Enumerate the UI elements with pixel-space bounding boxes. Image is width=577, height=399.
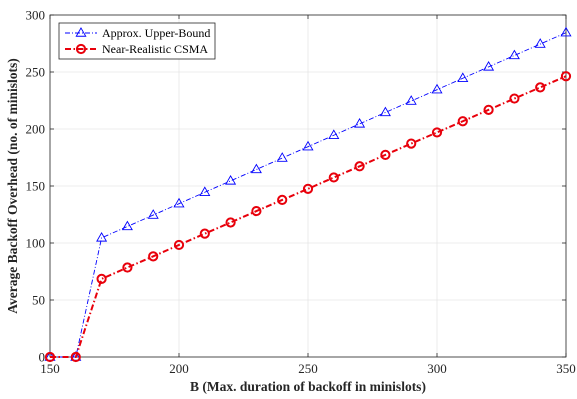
x-tick-label: 250 xyxy=(298,361,318,376)
data-point xyxy=(328,129,340,139)
data-point xyxy=(147,209,159,219)
y-tick-label: 250 xyxy=(26,65,46,80)
y-tick-label: 200 xyxy=(26,122,46,137)
data-point xyxy=(302,140,314,151)
data-point xyxy=(199,228,210,239)
data-point xyxy=(70,351,81,363)
data-point xyxy=(122,262,133,273)
data-point xyxy=(431,83,443,94)
legend-box xyxy=(58,22,216,60)
legend: Approx. Upper-Bound Near-Realistic CSMA xyxy=(58,22,216,60)
y-tick-label: 50 xyxy=(32,293,45,308)
data-point xyxy=(121,220,133,231)
series-layer xyxy=(44,26,572,363)
data-point xyxy=(44,351,56,363)
data-point xyxy=(457,116,468,127)
legend-label: Approx. Upper-Bound xyxy=(102,26,210,40)
data-point xyxy=(199,186,211,196)
legend-label: Near-Realistic CSMA xyxy=(102,42,208,56)
data-point xyxy=(535,82,546,93)
data-point xyxy=(560,26,572,37)
data-point xyxy=(560,71,572,82)
data-point xyxy=(328,172,339,183)
data-point xyxy=(457,72,469,82)
data-point xyxy=(225,174,237,185)
data-point xyxy=(534,38,546,48)
data-point xyxy=(354,161,365,172)
legend-marker xyxy=(75,27,87,37)
data-point xyxy=(225,217,236,228)
series-line xyxy=(50,32,567,358)
x-axis-label: B (Max. duration of backoff in minislots… xyxy=(190,379,426,394)
data-point xyxy=(354,117,366,128)
axis-ticks: 150 200 250 300 350 0 50 100 150 200 250 300 xyxy=(26,8,576,377)
data-point xyxy=(379,106,391,117)
data-point xyxy=(508,49,520,60)
data-point xyxy=(509,93,520,104)
y-tick-label: 300 xyxy=(26,8,46,23)
data-point xyxy=(380,149,391,160)
data-point xyxy=(96,273,107,285)
data-point xyxy=(173,197,185,208)
y-tick-label: 0 xyxy=(39,350,46,365)
data-point xyxy=(276,152,288,162)
y-axis-label: Average Backoff Overhead (no. of minislo… xyxy=(5,58,20,313)
y-tick-label: 100 xyxy=(26,236,46,251)
x-tick-label: 200 xyxy=(169,361,189,376)
y-tick-label: 150 xyxy=(26,179,46,194)
data-point xyxy=(483,60,495,71)
data-point xyxy=(96,231,108,242)
x-tick-label: 300 xyxy=(427,361,447,376)
legend-marker xyxy=(75,43,87,55)
data-point xyxy=(277,194,288,206)
data-point xyxy=(405,95,417,105)
data-point xyxy=(302,183,314,194)
legend-entry: Near-Realistic CSMA xyxy=(65,42,208,56)
data-point xyxy=(251,205,262,217)
data-point xyxy=(406,138,417,149)
legend-entry: Approx. Upper-Bound xyxy=(65,26,210,40)
series-1 xyxy=(44,26,572,361)
x-tick-label: 150 xyxy=(40,361,60,376)
data-point xyxy=(483,104,494,115)
series-2 xyxy=(44,71,572,363)
x-tick-label: 350 xyxy=(556,361,576,376)
data-point xyxy=(173,239,185,251)
data-point xyxy=(250,163,262,174)
data-point xyxy=(148,251,159,262)
data-point xyxy=(431,127,443,138)
